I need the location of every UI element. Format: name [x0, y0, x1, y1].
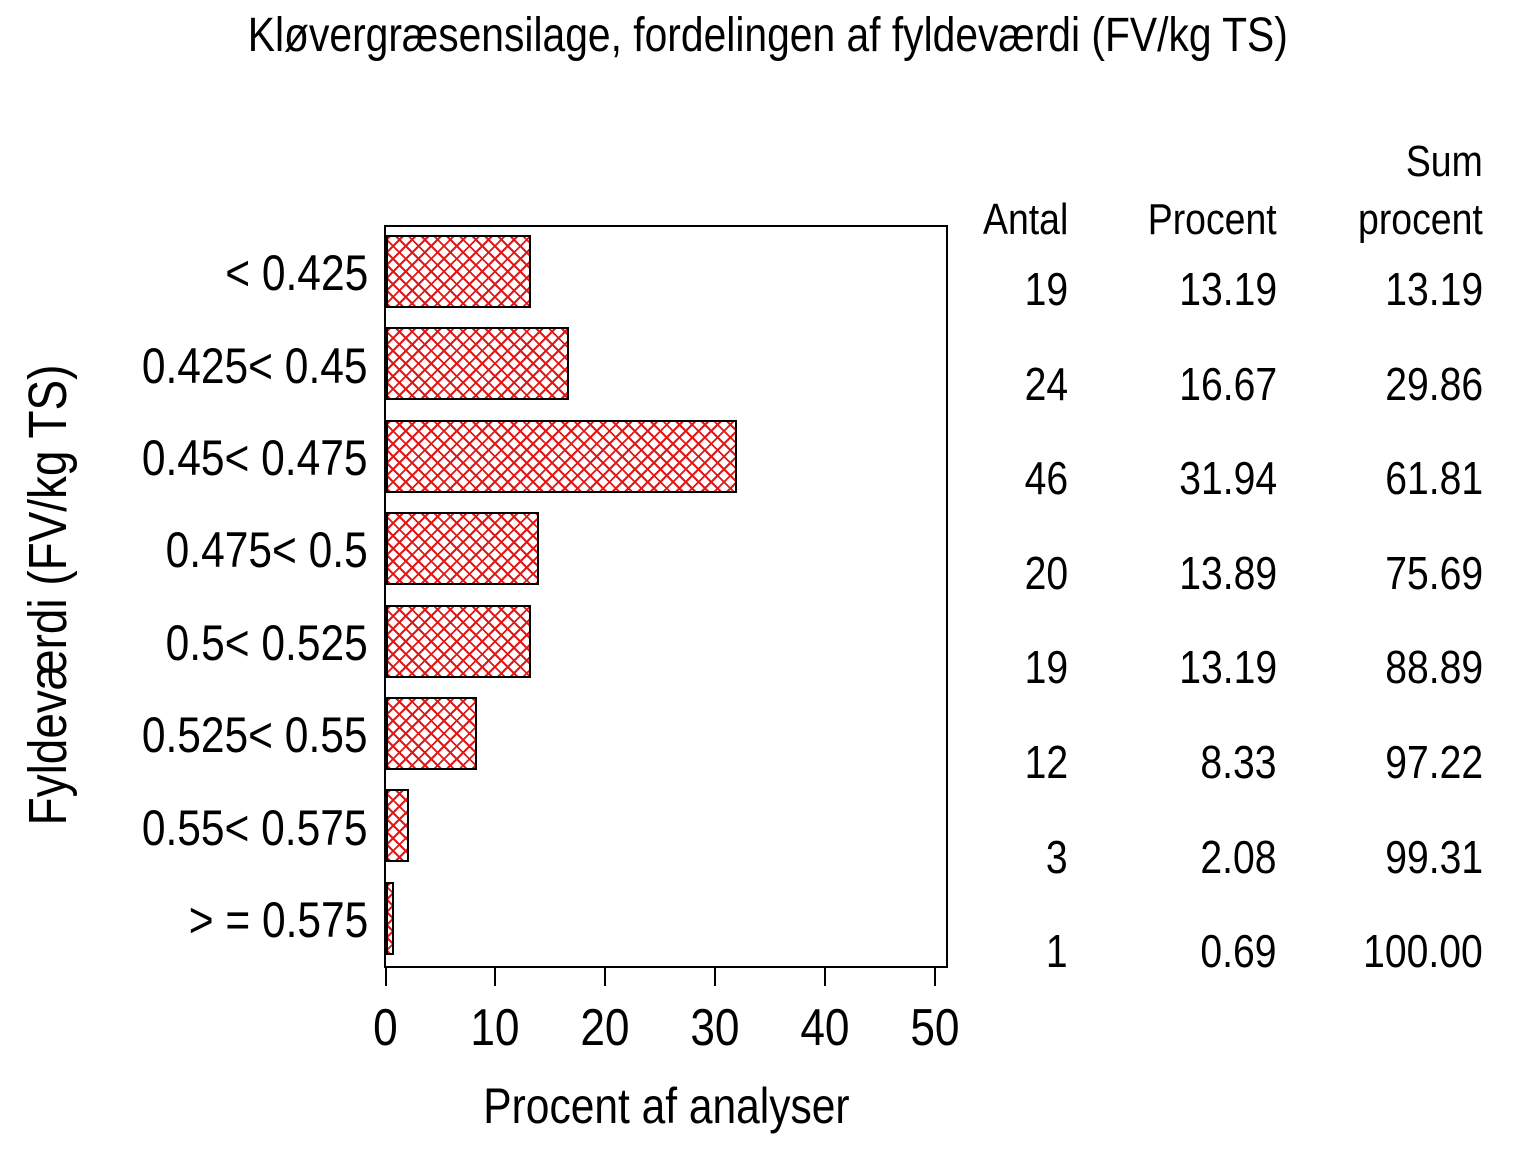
x-tick-label: 20 [540, 1000, 670, 1056]
table-cell: 29.86 [1385, 357, 1483, 410]
y-category-label: > = 0.575 [188, 892, 368, 948]
table-cell: 1 [1046, 925, 1068, 978]
bar [386, 327, 569, 401]
x-tick-label-text: 10 [470, 999, 520, 1057]
x-tick-label: 10 [430, 1000, 560, 1056]
table-cell: 19 [1024, 641, 1068, 694]
bar [386, 881, 394, 955]
y-category-label: 0.475< 0.5 [165, 522, 368, 579]
table-cell: 61.81 [1385, 452, 1483, 505]
table-cell: 99.31 [1385, 830, 1483, 883]
x-tick-mark [933, 966, 936, 986]
y-axis-title: Fyldeværdi (FV/kg TS) [0, 250, 96, 940]
table-cell: 97.22 [1385, 736, 1483, 788]
table-cell: 13.19 [1179, 263, 1277, 315]
bar [386, 419, 737, 493]
table-cell: 24 [1024, 357, 1068, 410]
table-cell: 19 [1024, 263, 1068, 315]
table-cell: 12 [1024, 736, 1068, 788]
table-cell: 16.67 [1179, 357, 1277, 410]
x-tick-label: 30 [650, 1000, 780, 1056]
x-tick-label-text: 30 [690, 999, 740, 1057]
chart-title: Kløvergræsensilage, fordelingen af fylde… [0, 8, 1536, 64]
x-axis-title: Procent af analyser [384, 1076, 948, 1136]
table-header-procent: Procent [1148, 195, 1277, 244]
bar [386, 697, 477, 770]
table-cell: 13.19 [1179, 641, 1277, 694]
table-header-sum-procent: Sum procent [1358, 137, 1483, 244]
x-tick-mark [494, 966, 497, 986]
table-cell: 46 [1024, 452, 1068, 505]
table-cell: 88.89 [1385, 641, 1483, 694]
table-cell: 31.94 [1179, 452, 1277, 505]
table-cell: 13.19 [1385, 263, 1483, 315]
bar [386, 235, 531, 308]
y-category-label: 0.45< 0.475 [142, 430, 368, 486]
x-tick-mark [823, 966, 826, 986]
table-cell: 8.33 [1200, 736, 1277, 788]
y-category-label: 0.525< 0.55 [142, 707, 368, 764]
chart-title-text: Kløvergræsensilage, fordelingen af fylde… [247, 9, 1289, 62]
x-tick-label: 0 [321, 1000, 451, 1056]
x-tick-mark [604, 966, 607, 986]
bar [386, 789, 409, 863]
x-tick-mark [714, 966, 717, 986]
bar [386, 512, 539, 586]
x-tick-label-text: 40 [800, 999, 850, 1057]
table-cell: 100.00 [1363, 925, 1483, 978]
bar [386, 604, 531, 678]
x-tick-label-text: 50 [910, 999, 960, 1057]
table-cell: 20 [1024, 546, 1068, 599]
y-category-label: < 0.425 [225, 245, 368, 302]
y-category-label: 0.425< 0.45 [142, 337, 368, 394]
table-cell: 75.69 [1385, 546, 1483, 599]
table-cell: 0.69 [1200, 925, 1277, 978]
y-category-label: 0.5< 0.525 [165, 614, 368, 671]
x-tick-mark [384, 966, 387, 986]
table-cell: 13.89 [1179, 546, 1277, 599]
x-tick-label: 40 [760, 1000, 890, 1056]
table-header-antal: Antal [982, 195, 1068, 244]
table-cell: 3 [1046, 830, 1068, 883]
y-axis-title-text: Fyldeværdi (FV/kg TS) [18, 364, 79, 826]
table-cell: 2.08 [1200, 830, 1277, 883]
x-tick-label-text: 20 [580, 999, 630, 1057]
x-axis-title-text: Procent af analyser [482, 1078, 850, 1134]
x-tick-label: 50 [870, 1000, 1000, 1056]
x-tick-label-text: 0 [373, 999, 398, 1057]
y-category-label: 0.55< 0.575 [142, 799, 368, 856]
